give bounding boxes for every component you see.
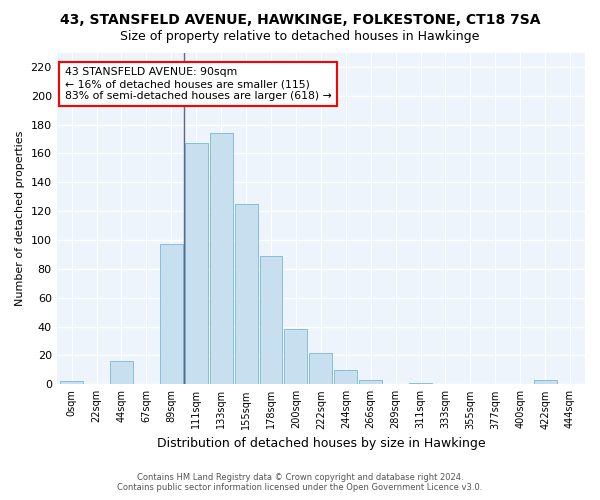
Bar — [160, 244, 183, 384]
Bar — [409, 383, 432, 384]
Text: 43, STANSFELD AVENUE, HAWKINGE, FOLKESTONE, CT18 7SA: 43, STANSFELD AVENUE, HAWKINGE, FOLKESTO… — [60, 12, 540, 26]
Bar — [209, 134, 233, 384]
Bar — [60, 382, 83, 384]
Bar — [334, 370, 357, 384]
Text: 43 STANSFELD AVENUE: 90sqm
← 16% of detached houses are smaller (115)
83% of sem: 43 STANSFELD AVENUE: 90sqm ← 16% of deta… — [65, 68, 331, 100]
Bar — [110, 361, 133, 384]
X-axis label: Distribution of detached houses by size in Hawkinge: Distribution of detached houses by size … — [157, 437, 485, 450]
Bar — [359, 380, 382, 384]
Bar — [260, 256, 283, 384]
Bar — [235, 204, 257, 384]
Text: Size of property relative to detached houses in Hawkinge: Size of property relative to detached ho… — [121, 30, 479, 43]
Bar — [284, 330, 307, 384]
Bar — [185, 144, 208, 384]
Y-axis label: Number of detached properties: Number of detached properties — [15, 130, 25, 306]
Text: Contains HM Land Registry data © Crown copyright and database right 2024.
Contai: Contains HM Land Registry data © Crown c… — [118, 473, 482, 492]
Bar — [310, 352, 332, 384]
Bar — [533, 380, 557, 384]
